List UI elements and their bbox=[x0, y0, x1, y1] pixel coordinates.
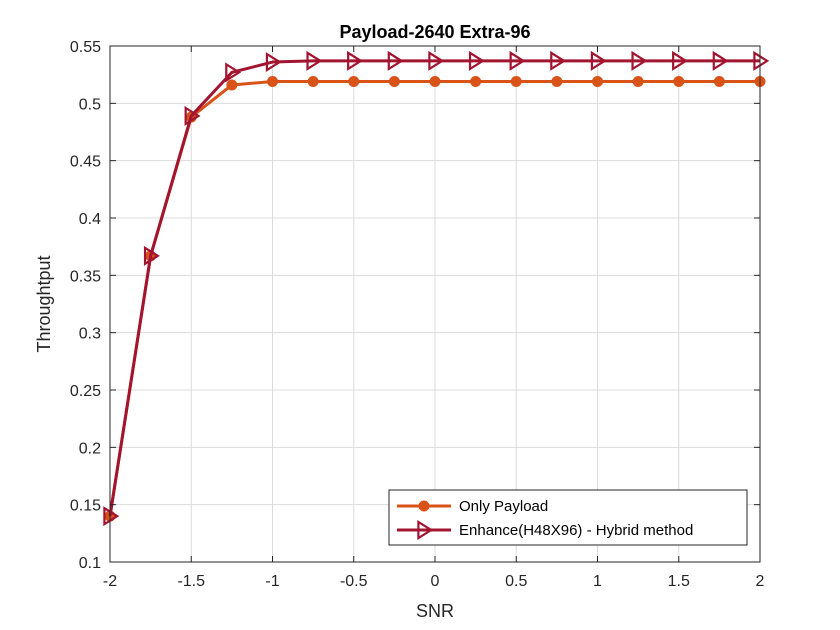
y-tick-label: 0.3 bbox=[79, 326, 101, 343]
data-point bbox=[510, 76, 522, 88]
x-tick-label: -2 bbox=[103, 573, 117, 590]
legend-entry: Enhance(H48X96) - Hybrid method bbox=[397, 520, 693, 540]
data-point bbox=[712, 50, 729, 71]
data-point bbox=[307, 76, 319, 88]
x-tick-label: 1 bbox=[593, 573, 602, 590]
series-line bbox=[108, 59, 760, 517]
data-point bbox=[672, 50, 689, 71]
data-point bbox=[632, 76, 644, 88]
data-point bbox=[550, 50, 567, 71]
series-layer bbox=[103, 50, 770, 527]
y-tick-label: 0.5 bbox=[79, 96, 101, 113]
x-tick-label: -1 bbox=[265, 573, 279, 590]
data-point bbox=[387, 50, 404, 71]
y-tick-label: 0.45 bbox=[70, 154, 101, 171]
x-tick-label: 0.5 bbox=[505, 573, 527, 590]
x-tick-label: 2 bbox=[756, 573, 765, 590]
y-tick-label: 0.55 bbox=[70, 39, 101, 56]
data-point bbox=[184, 105, 201, 126]
legend-box bbox=[388, 489, 748, 546]
legend: Only Payload Enhance(H48X96) - Hybrid met… bbox=[388, 489, 748, 546]
data-point bbox=[551, 76, 563, 88]
x-tick-label: 1.5 bbox=[668, 573, 690, 590]
data-point bbox=[509, 50, 526, 71]
data-point bbox=[226, 79, 238, 91]
y-tick-label: 0.15 bbox=[70, 498, 101, 515]
legend-entry: Only Payload bbox=[397, 498, 548, 515]
y-tick-label: 0.2 bbox=[79, 440, 101, 457]
data-point bbox=[631, 50, 648, 71]
data-point bbox=[265, 52, 282, 73]
legend-swatch-marker bbox=[417, 520, 434, 540]
data-point bbox=[143, 245, 160, 266]
y-axis-label: Throughtput bbox=[34, 255, 54, 352]
data-point bbox=[468, 50, 485, 71]
y-tick-label: 0.25 bbox=[70, 383, 101, 400]
legend-swatch-marker bbox=[418, 500, 430, 512]
data-point bbox=[673, 76, 685, 88]
data-point bbox=[590, 50, 607, 71]
data-point bbox=[347, 50, 364, 71]
data-point bbox=[428, 50, 445, 71]
y-tick-label: 0.4 bbox=[79, 211, 101, 228]
tick-labels: -2 -1.5 -1 -0.5 0 0.5 1 1.5 2 0.1 0.15 0.2 0.25 0.3 0.… bbox=[70, 39, 765, 590]
data-point bbox=[267, 76, 278, 88]
data-point bbox=[429, 76, 441, 88]
data-point bbox=[306, 50, 323, 71]
legend-label: Enhance(H48X96) - Hybrid method bbox=[459, 522, 693, 539]
x-tick-label: 0 bbox=[431, 573, 440, 590]
data-point bbox=[348, 76, 360, 88]
data-point bbox=[388, 76, 400, 88]
data-point bbox=[592, 76, 603, 88]
data-point bbox=[470, 76, 482, 88]
x-tick-label: -1.5 bbox=[177, 573, 205, 590]
data-point bbox=[225, 62, 242, 83]
data-point bbox=[713, 76, 725, 88]
x-tick-label: -0.5 bbox=[340, 573, 368, 590]
legend-label: Only Payload bbox=[459, 498, 548, 515]
series-2 bbox=[103, 50, 770, 527]
data-point bbox=[103, 506, 120, 527]
y-tick-label: 0.1 bbox=[79, 555, 101, 572]
y-tick-label: 0.35 bbox=[70, 268, 101, 285]
chart-title: Payload-2640 Extra-96 bbox=[339, 22, 530, 42]
data-point bbox=[753, 50, 770, 71]
x-axis-label: SNR bbox=[416, 601, 454, 621]
tick-marks bbox=[109, 45, 761, 563]
